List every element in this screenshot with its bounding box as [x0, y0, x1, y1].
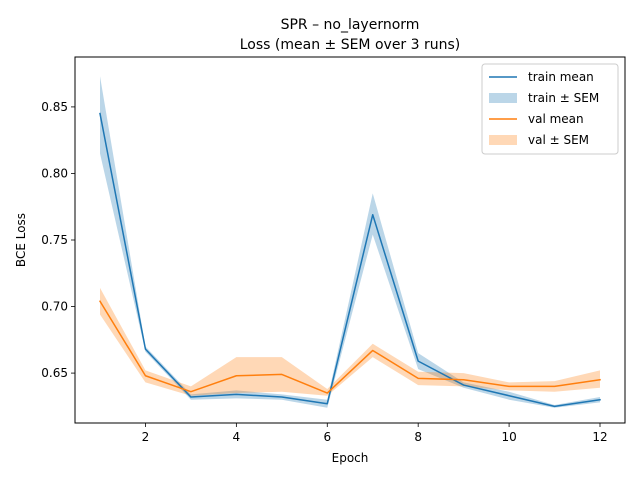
sem-band-1 — [100, 287, 600, 396]
legend-swatch-band — [489, 135, 517, 145]
y-tick-label: 0.75 — [41, 233, 68, 247]
chart-title: SPR – no_layernorm — [281, 17, 420, 33]
y-tick-label: 0.65 — [41, 366, 68, 380]
x-tick-label: 2 — [142, 430, 150, 444]
y-axis-ticks: 0.65 0.70 0.75 0.80 0.85 — [41, 100, 75, 380]
x-tick-label: 8 — [414, 430, 422, 444]
x-tick-label: 12 — [592, 430, 607, 444]
legend: train mean train ± SEM val mean val ± SEM — [481, 63, 619, 155]
x-tick-label: 4 — [233, 430, 241, 444]
x-tick-label: 10 — [501, 430, 516, 444]
legend-label: val mean — [528, 112, 584, 126]
mean-line-1 — [98, 300, 601, 394]
x-axis-label: Epoch — [332, 451, 369, 465]
legend-label: train mean — [528, 70, 594, 84]
y-tick-label: 0.80 — [41, 166, 68, 180]
y-tick-label: 0.85 — [41, 100, 68, 114]
x-tick-label: 6 — [323, 430, 331, 444]
legend-label: train ± SEM — [528, 91, 599, 105]
chart-subtitle: Loss (mean ± SEM over 3 runs) — [240, 37, 461, 53]
mean-line-0 — [99, 112, 601, 408]
sem-bands — [100, 76, 600, 408]
y-tick-label: 0.70 — [41, 300, 68, 314]
y-axis-label: BCE Loss — [14, 213, 28, 267]
x-axis-ticks: 2 4 6 8 10 12 — [142, 423, 608, 444]
legend-swatch-band — [489, 93, 517, 103]
legend-box — [481, 63, 619, 155]
mean-lines — [98, 112, 601, 408]
legend-label: val ± SEM — [528, 133, 589, 147]
